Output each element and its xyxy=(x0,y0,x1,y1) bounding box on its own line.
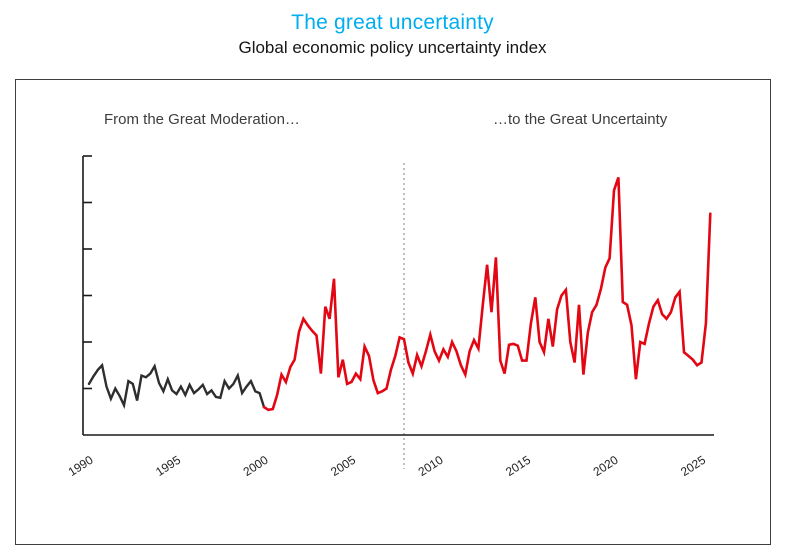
x-axis-label: 2015 xyxy=(503,453,533,479)
x-axis-label: 2000 xyxy=(241,453,271,479)
x-axis-label: 2005 xyxy=(328,453,358,479)
series-great-moderation xyxy=(87,362,266,410)
page-title: The great uncertainty xyxy=(291,11,494,34)
series-great-uncertainty xyxy=(262,176,712,412)
x-axis-label: 2025 xyxy=(678,453,708,479)
x-axis-label: 2010 xyxy=(416,453,446,479)
chart-panel: From the Great Moderation… …to the Great… xyxy=(15,79,771,545)
x-axis-label: 1990 xyxy=(66,453,96,479)
uncertainty-line-chart: 1990 1995 2000 2005 2010 2015 2020 2025 xyxy=(66,149,714,479)
x-axis-label: 1995 xyxy=(153,453,183,479)
x-axis-tick-labels: 1990 1995 2000 2005 2010 2015 2020 2025 xyxy=(66,453,709,479)
chart-series xyxy=(87,176,712,412)
page-subtitle: Global economic policy uncertainty index xyxy=(238,38,547,57)
annotation-great-moderation: From the Great Moderation… xyxy=(104,111,300,128)
x-axis-label: 2020 xyxy=(591,453,621,479)
annotation-great-uncertainty: …to the Great Uncertainty xyxy=(493,111,668,128)
chart-axes xyxy=(82,155,714,436)
